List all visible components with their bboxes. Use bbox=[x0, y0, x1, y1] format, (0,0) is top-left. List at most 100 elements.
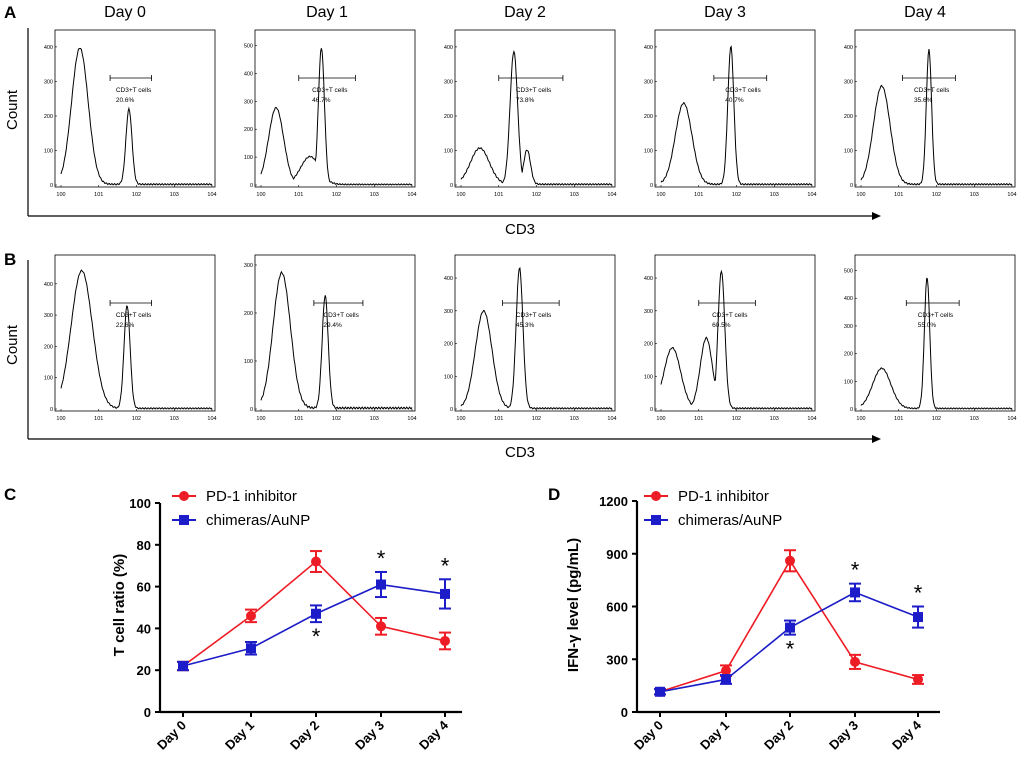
x-tick-label: 104 bbox=[607, 416, 616, 422]
histogram-curve bbox=[460, 49, 613, 186]
x-tick-label: 101 bbox=[894, 416, 903, 422]
gate-label: CD3+T cells bbox=[914, 87, 950, 94]
y-tick-label: 200 bbox=[44, 114, 53, 120]
gate-percent: 22.6% bbox=[116, 322, 135, 329]
y-tick-label: 900 bbox=[606, 547, 628, 562]
y-tick-label: 200 bbox=[244, 127, 253, 133]
x-tick-label: 103 bbox=[970, 416, 979, 422]
significance-star: * bbox=[377, 546, 386, 571]
gate-percent: 40.7% bbox=[725, 97, 744, 104]
y-tick-label: 0 bbox=[650, 407, 653, 413]
y-tick-label: 400 bbox=[444, 45, 453, 51]
significance-star: * bbox=[441, 553, 450, 578]
y-tick-label: 400 bbox=[844, 45, 853, 51]
y-tick-label: 300 bbox=[244, 99, 253, 105]
legend-label: PD-1 inhibitor bbox=[206, 488, 297, 505]
gate-percent: 35.6% bbox=[914, 97, 933, 104]
y-tick-label: 100 bbox=[244, 155, 253, 161]
y-tick-label: 20 bbox=[137, 663, 151, 678]
x-tick-label: Day 4 bbox=[889, 717, 925, 753]
plot-frame bbox=[854, 29, 1016, 188]
y-tick-label: 200 bbox=[644, 342, 653, 348]
y-tick-label: 600 bbox=[606, 600, 628, 615]
y-tick-label: 300 bbox=[644, 309, 653, 315]
legend-item: PD-1 inhibitor bbox=[644, 488, 769, 505]
significance-star: * bbox=[914, 581, 923, 606]
x-tick-label: 103 bbox=[170, 192, 179, 198]
count-axis-label: Count bbox=[4, 324, 21, 365]
gate-percent: 29.4% bbox=[323, 322, 342, 329]
series-chimeras-aunp bbox=[654, 582, 924, 697]
x-tick-label: 102 bbox=[532, 192, 541, 198]
x-tick-label: 104 bbox=[1007, 416, 1016, 422]
y-tick-label: 400 bbox=[44, 45, 53, 51]
y-tick-label: 300 bbox=[244, 263, 253, 269]
legend-marker bbox=[179, 515, 189, 525]
histogram-curve bbox=[260, 48, 413, 186]
histogram-curve bbox=[460, 266, 613, 410]
y-tick-label: 400 bbox=[44, 282, 53, 288]
x-tick-label: 103 bbox=[170, 416, 179, 422]
x-tick-label: 100 bbox=[256, 416, 265, 422]
count-axis-label: Count bbox=[4, 89, 21, 130]
panel-letter: C bbox=[4, 485, 16, 504]
x-tick-label: 104 bbox=[407, 416, 416, 422]
series-chimeras-aunp bbox=[177, 570, 451, 672]
histogram-curve bbox=[860, 49, 1013, 186]
gate-label: CD3+T cells bbox=[116, 312, 152, 319]
y-tick-label: 0 bbox=[250, 407, 253, 413]
gate-label: CD3+T cells bbox=[516, 312, 552, 319]
x-tick-label: 102 bbox=[932, 416, 941, 422]
histogram-curve bbox=[860, 277, 1013, 410]
x-tick-label: 103 bbox=[770, 416, 779, 422]
gate-percent: 73.8% bbox=[516, 97, 535, 104]
y-tick-label: 300 bbox=[444, 309, 453, 315]
data-point bbox=[913, 612, 923, 623]
plot-frame bbox=[854, 254, 1016, 412]
y-tick-label: 0 bbox=[650, 183, 653, 189]
cd3-axis-label: CD3 bbox=[505, 444, 535, 461]
x-tick-label: 102 bbox=[132, 416, 141, 422]
histogram-curve bbox=[660, 269, 813, 410]
y-tick-label: 200 bbox=[44, 344, 53, 350]
x-tick-label: 104 bbox=[207, 192, 216, 198]
data-point bbox=[376, 621, 386, 632]
x-tick-label: 104 bbox=[407, 192, 416, 198]
plot-frame bbox=[254, 254, 416, 412]
y-tick-label: 200 bbox=[244, 311, 253, 317]
plot-frame bbox=[54, 29, 216, 188]
y-tick-label: 100 bbox=[844, 379, 853, 385]
y-tick-label: 500 bbox=[244, 44, 253, 50]
y-tick-label: 300 bbox=[444, 79, 453, 85]
y-tick-label: 300 bbox=[44, 79, 53, 85]
y-tick-label: 40 bbox=[137, 621, 151, 636]
data-point bbox=[721, 674, 731, 685]
significance-star: * bbox=[851, 558, 860, 583]
data-point bbox=[178, 661, 188, 672]
x-tick-label: 102 bbox=[932, 192, 941, 198]
y-tick-label: 400 bbox=[444, 276, 453, 282]
y-tick-label: 0 bbox=[850, 407, 853, 413]
x-tick-label: 103 bbox=[770, 192, 779, 198]
y-tick-label: 0 bbox=[450, 183, 453, 189]
x-tick-label: 100 bbox=[56, 192, 65, 198]
panel-letter: A bbox=[4, 3, 16, 22]
x-tick-label: 100 bbox=[656, 416, 665, 422]
x-tick-label: 102 bbox=[732, 192, 741, 198]
histogram-curve bbox=[260, 270, 413, 410]
x-tick-label: 101 bbox=[694, 416, 703, 422]
x-tick-label: Day 3 bbox=[826, 718, 861, 753]
y-tick-label: 100 bbox=[644, 148, 653, 154]
x-tick-label: 103 bbox=[970, 192, 979, 198]
data-point bbox=[376, 579, 386, 590]
data-point bbox=[785, 555, 795, 566]
x-tick-label: 102 bbox=[532, 416, 541, 422]
y-tick-label: 0 bbox=[50, 183, 53, 189]
gate-percent: 60.5% bbox=[712, 322, 731, 329]
plot-frame bbox=[654, 254, 816, 412]
